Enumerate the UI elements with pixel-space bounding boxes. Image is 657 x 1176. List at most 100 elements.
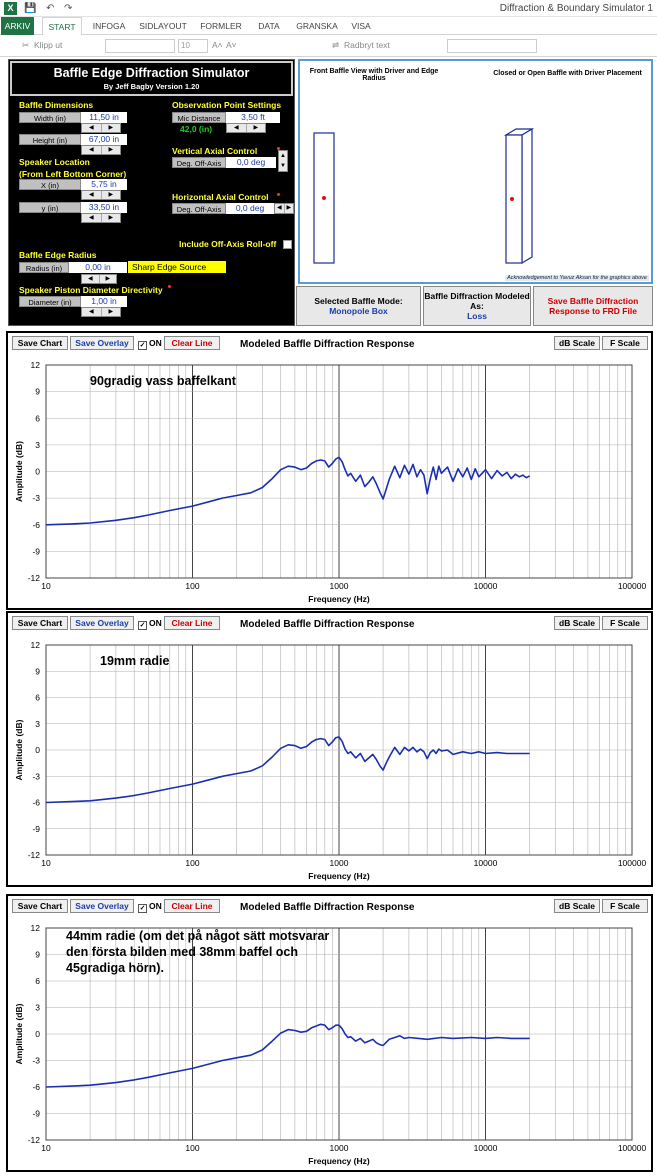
x-tick-label: 1000 <box>330 581 349 591</box>
comment-marker <box>277 193 280 196</box>
save-frd-button[interactable]: Save Baffle Diffraction Response to FRD … <box>533 286 653 326</box>
undo-icon[interactable]: ↶ <box>46 3 55 14</box>
y-tick-label: -3 <box>32 771 40 781</box>
spin-right-icon[interactable]: ▶ <box>105 276 111 282</box>
tab-view[interactable]: VISA <box>351 21 371 31</box>
tab-file[interactable]: ARKIV <box>1 17 34 35</box>
f-scale-button[interactable]: F Scale <box>602 899 648 913</box>
tab-data[interactable]: DATA <box>258 21 280 31</box>
save-chart-button[interactable]: Save Chart <box>12 616 68 630</box>
height-spinner[interactable]: ◀ ▶ <box>81 145 121 155</box>
y-tick-label: 12 <box>31 640 41 650</box>
y-tick-label: 3 <box>35 719 40 729</box>
font-size-box[interactable]: 10 <box>178 39 208 53</box>
window-title: Diffraction & Boundary Simulator 1 <box>499 3 653 14</box>
window-titlebar: X 💾 ↶ ↷ Diffraction & Boundary Simulator… <box>0 0 657 17</box>
x-tick-label: 1000 <box>330 858 349 868</box>
cut-icon[interactable]: ✂ <box>22 40 30 50</box>
spin-right-icon[interactable]: ▶ <box>286 205 292 211</box>
overlay-on-label: ON <box>149 338 162 348</box>
redo-icon[interactable]: ↷ <box>64 3 73 14</box>
y-tick-label: 12 <box>31 923 41 933</box>
overlay-checkbox[interactable]: ✓ <box>138 341 147 350</box>
cut-button[interactable]: Klipp ut <box>34 40 63 50</box>
y-tick-label: 3 <box>35 1003 40 1013</box>
diameter-spinner[interactable]: ◀ ▶ <box>81 307 121 317</box>
tab-formulas[interactable]: FORMLER <box>200 21 242 31</box>
save-icon[interactable]: 💾 <box>24 3 37 14</box>
spin-left-icon[interactable]: ◀ <box>82 275 100 283</box>
chart-title: Modeled Baffle Diffraction Response <box>240 619 415 630</box>
horizontal-spinner[interactable]: ◀ ▶ <box>274 203 294 214</box>
spin-right-icon[interactable]: ▶ <box>253 125 259 131</box>
spin-left-icon[interactable]: ◀ <box>227 124 247 132</box>
overlay-checkbox[interactable]: ✓ <box>138 621 147 630</box>
wrap-icon[interactable]: ⇌ <box>332 40 340 50</box>
rolloff-checkbox[interactable] <box>283 240 292 249</box>
grow-font-icon[interactable]: A˄ <box>212 40 223 50</box>
y-tick-label: 3 <box>35 440 40 450</box>
tab-insert[interactable]: INFOGA <box>92 21 126 31</box>
db-scale-button[interactable]: dB Scale <box>554 336 600 350</box>
spin-right-icon[interactable]: ▶ <box>108 309 114 315</box>
x-tick-label: 10000 <box>474 581 498 591</box>
clear-line-button[interactable]: Clear Line <box>164 616 220 630</box>
save-overlay-button[interactable]: Save Overlay <box>70 616 134 630</box>
ribbon: ✂ Klipp ut 10 A˄ A˅ ⇌ Radbryt text <box>0 35 657 57</box>
tab-start[interactable]: START <box>42 17 82 36</box>
spin-left-icon[interactable]: ◀ <box>275 204 285 213</box>
save-overlay-button[interactable]: Save Overlay <box>70 336 134 350</box>
vertical-spinner[interactable]: ▲ ▼ <box>278 150 288 172</box>
y-spinner[interactable]: ◀ ▶ <box>81 213 121 223</box>
y-axis-label: Amplitude (dB) <box>14 1003 24 1064</box>
excel-icon: X <box>4 2 17 15</box>
spin-left-icon[interactable]: ◀ <box>82 124 102 132</box>
overlay-checkbox[interactable]: ✓ <box>138 904 147 913</box>
spin-left-icon[interactable]: ◀ <box>82 308 102 316</box>
y-value[interactable]: 33,50 in <box>81 202 127 213</box>
clear-line-button[interactable]: Clear Line <box>164 336 220 350</box>
f-scale-button[interactable]: F Scale <box>602 336 648 350</box>
diameter-value[interactable]: 1,00 in <box>81 296 127 307</box>
width-spinner[interactable]: ◀ ▶ <box>81 123 121 133</box>
overlay-on-toggle[interactable]: ✓ ON <box>138 337 162 350</box>
height-value[interactable]: 67,00 in <box>81 134 127 145</box>
overlay-on-toggle[interactable]: ✓ ON <box>138 900 162 913</box>
db-scale-button[interactable]: dB Scale <box>554 616 600 630</box>
radius-spinner[interactable]: ◀ ▶ <box>81 274 117 284</box>
f-scale-button[interactable]: F Scale <box>602 616 648 630</box>
spin-right-icon[interactable]: ▶ <box>108 147 114 153</box>
spin-down-icon[interactable]: ▼ <box>280 163 286 169</box>
clear-line-button[interactable]: Clear Line <box>164 899 220 913</box>
tab-page-layout[interactable]: SIDLAYOUT <box>139 21 187 31</box>
overlay-on-toggle[interactable]: ✓ ON <box>138 617 162 630</box>
width-value[interactable]: 11,50 in <box>81 112 127 123</box>
horizontal-value[interactable]: 0,0 deg <box>226 203 274 214</box>
save-chart-button[interactable]: Save Chart <box>12 336 68 350</box>
save-overlay-button[interactable]: Save Overlay <box>70 899 134 913</box>
radius-value[interactable]: 0,00 in <box>69 262 127 273</box>
mic-distance-value[interactable]: 3,50 ft <box>226 112 280 123</box>
number-format-box[interactable] <box>447 39 537 53</box>
font-name-box[interactable] <box>105 39 175 53</box>
shrink-font-icon[interactable]: A˅ <box>226 40 237 50</box>
spin-right-icon[interactable]: ▶ <box>108 125 114 131</box>
spin-up-icon[interactable]: ▲ <box>280 153 286 159</box>
spin-right-icon[interactable]: ▶ <box>108 215 114 221</box>
closed-view-title: Closed or Open Baffle with Driver Placem… <box>493 70 642 77</box>
x-spinner[interactable]: ◀ ▶ <box>81 190 121 200</box>
x-tick-label: 10 <box>41 1143 51 1153</box>
db-scale-button[interactable]: dB Scale <box>554 899 600 913</box>
spin-left-icon[interactable]: ◀ <box>82 214 102 222</box>
y-tick-label: 6 <box>35 976 40 986</box>
spin-left-icon[interactable]: ◀ <box>82 191 102 199</box>
tab-review[interactable]: GRANSKA <box>296 21 338 31</box>
mic-distance-spinner[interactable]: ◀ ▶ <box>226 123 266 133</box>
vertical-value[interactable]: 0,0 deg <box>226 157 276 168</box>
wrap-text-button[interactable]: Radbryt text <box>344 40 390 50</box>
modeled-as-box: Baffle Diffraction Modeled As: Loss <box>423 286 531 326</box>
spin-right-icon[interactable]: ▶ <box>108 192 114 198</box>
save-chart-button[interactable]: Save Chart <box>12 899 68 913</box>
spin-left-icon[interactable]: ◀ <box>82 146 102 154</box>
x-value[interactable]: 5,75 in <box>81 179 127 190</box>
